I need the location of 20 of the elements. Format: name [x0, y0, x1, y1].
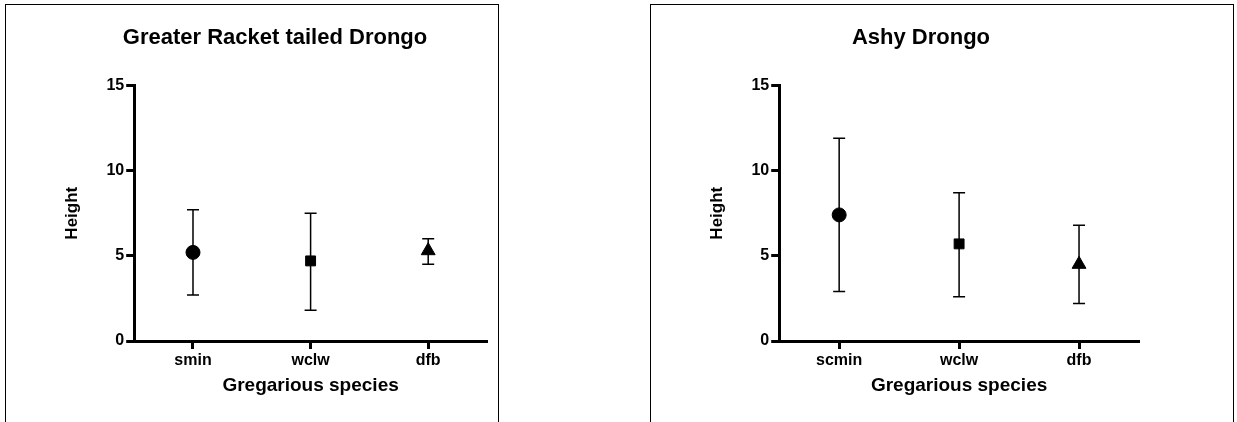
x-axis-title: Gregarious species	[870, 373, 1048, 395]
x-tick-label: scmin	[816, 351, 863, 369]
y-tick-label: 0	[760, 331, 770, 349]
chart-title: Ashy Drongo	[851, 24, 991, 50]
y-axis-title: Height	[61, 186, 81, 240]
y-tick-label: 10	[751, 161, 770, 179]
y-tick-label: 5	[760, 246, 770, 264]
x-tick-label: wclw	[938, 351, 979, 369]
x-tick-label: dfb	[1066, 351, 1092, 369]
chart-title: Greater Racket tailed Drongo	[122, 24, 428, 50]
x-tick-label: dfb	[415, 351, 441, 369]
x-tick-label: wclw	[290, 351, 331, 369]
y-tick-label: 0	[115, 331, 125, 349]
y-tick-label: 5	[115, 246, 125, 264]
y-axis-title: Height	[706, 186, 726, 240]
x-axis-title: Gregarious species	[222, 373, 399, 395]
y-tick-label: 15	[751, 75, 770, 93]
x-tick-label: smin	[174, 351, 212, 369]
y-tick-label: 10	[106, 161, 125, 179]
y-tick-label: 15	[106, 75, 125, 93]
